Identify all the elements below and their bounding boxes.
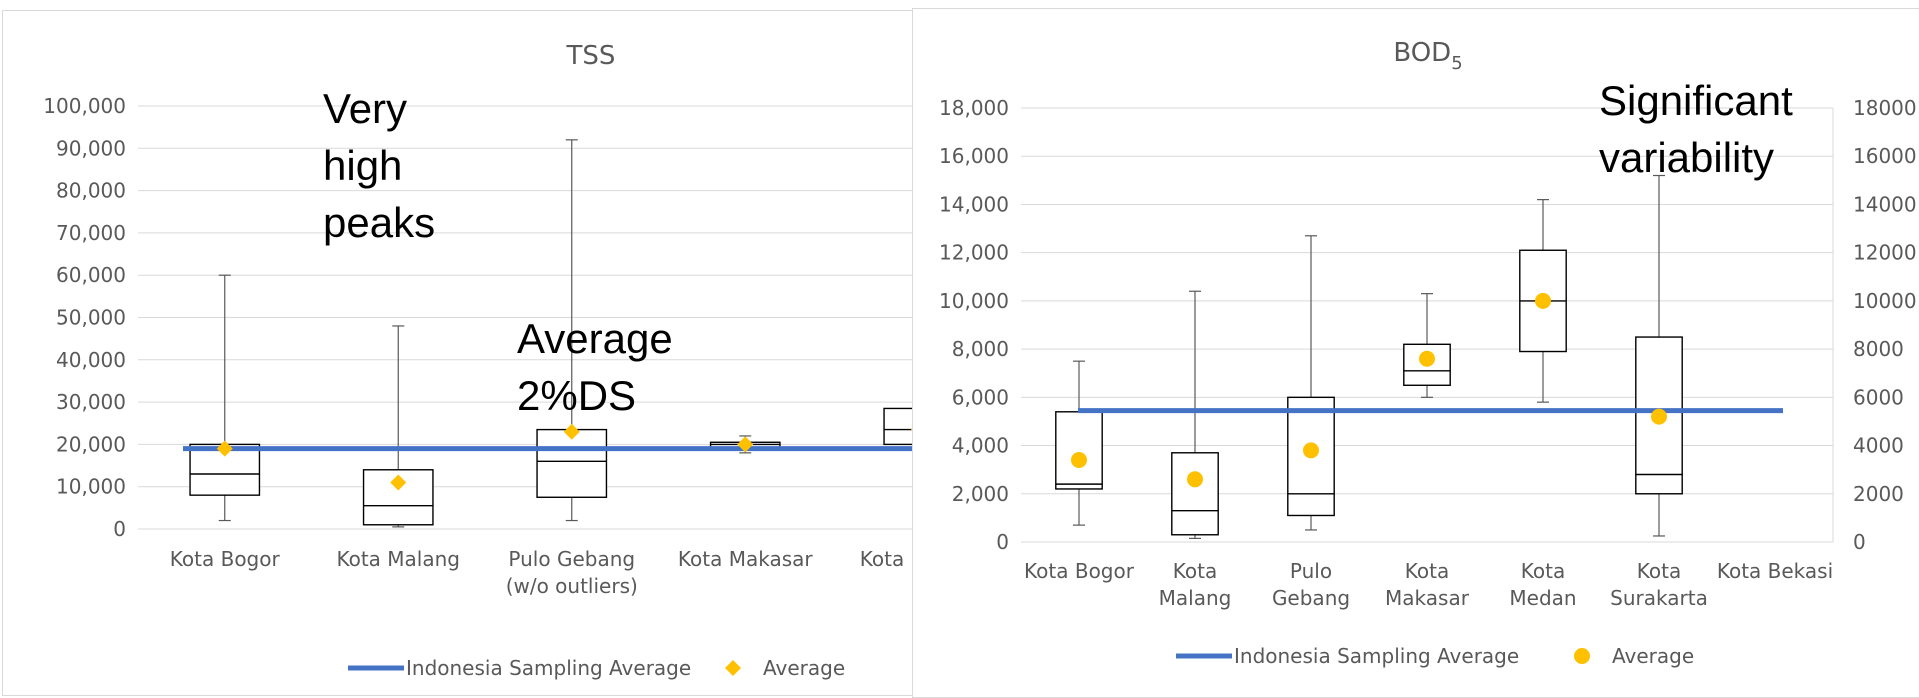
tss-annotation-text: high bbox=[323, 142, 402, 189]
tss-category-label: Kota Bogor bbox=[170, 547, 281, 571]
bod5-y2tick-label: 12000 bbox=[1853, 241, 1917, 265]
bod5-category-label: Gebang bbox=[1272, 586, 1350, 610]
tss-legend-label: Average bbox=[763, 656, 845, 680]
bod5-ytick-label: 16,000 bbox=[939, 144, 1009, 168]
bod5-y2tick-label: 6000 bbox=[1853, 385, 1904, 409]
bod5-category-label: Surakarta bbox=[1610, 586, 1708, 610]
bod5-category-label: Kota bbox=[1521, 559, 1565, 583]
tss-mean-marker bbox=[216, 440, 233, 457]
tss-ytick-label: 30,000 bbox=[56, 390, 126, 414]
bod5-y2tick-label: 2000 bbox=[1853, 482, 1904, 506]
bod5-category-label: Kota bbox=[1637, 559, 1681, 583]
tss-ytick-label: 80,000 bbox=[56, 179, 126, 203]
tss-mean-marker bbox=[390, 474, 407, 491]
tss-ytick-label: 40,000 bbox=[56, 348, 126, 372]
bod5-title: BOD5 bbox=[1393, 38, 1462, 74]
bod5-ytick-label: 0 bbox=[996, 530, 1009, 554]
bod5-mean-marker bbox=[1303, 442, 1319, 459]
bod5-y2tick-label: 18000 bbox=[1853, 96, 1917, 120]
tss-annotation-text: Average bbox=[517, 315, 673, 362]
tss-ytick-label: 100,000 bbox=[43, 94, 126, 118]
bod5-category-label: Kota bbox=[1405, 559, 1449, 583]
tss-title: TSS bbox=[566, 41, 616, 71]
tss-legend-marker-swatch bbox=[725, 660, 741, 676]
bod5-ytick-label: 2,000 bbox=[952, 482, 1009, 506]
bod5-category-label: Kota Bogor bbox=[1024, 559, 1135, 583]
bod5-ytick-label: 8,000 bbox=[952, 337, 1009, 361]
tss-annotation-text: Very bbox=[323, 85, 407, 132]
bod5-y2tick-label: 16000 bbox=[1853, 144, 1917, 168]
bod5-ytick-label: 6,000 bbox=[952, 385, 1009, 409]
bod5-chart-panel: BOD5 0 0 2,000 2000 4,000 4000 6,000 6000 8,000 80… bbox=[912, 8, 1919, 698]
tss-mean-marker bbox=[737, 436, 754, 453]
tss-category-label: Kota Malang bbox=[336, 547, 460, 571]
tss-legend-label: Indonesia Sampling Average bbox=[406, 656, 691, 680]
bod5-ytick-label: 10,000 bbox=[939, 289, 1009, 313]
bod5-ytick-label: 14,000 bbox=[939, 192, 1009, 216]
bod5-category-label: Malang bbox=[1159, 586, 1232, 610]
bod5-box bbox=[1055, 411, 1103, 490]
bod5-y2tick-label: 0 bbox=[1853, 530, 1866, 554]
bod5-legend-label: Average bbox=[1612, 644, 1694, 668]
tss-category-label: (w/o outliers) bbox=[506, 574, 638, 598]
tss-category-label: Kota Makasar bbox=[678, 547, 813, 571]
bod5-ytick-label: 12,000 bbox=[939, 241, 1009, 265]
bod5-category-label: Medan bbox=[1509, 586, 1576, 610]
bod5-legend-marker-swatch bbox=[1574, 648, 1590, 664]
tss-category-label: Pulo Gebang bbox=[508, 547, 635, 571]
tss-ytick-label: 0 bbox=[113, 517, 126, 541]
bod5-chart: BOD5 0 0 2,000 2000 4,000 4000 6,000 6000 8,000 80… bbox=[939, 38, 1917, 668]
bod5-category-label: Kota bbox=[1173, 559, 1217, 583]
bod5-mean-marker bbox=[1535, 292, 1551, 309]
tss-ytick-label: 10,000 bbox=[56, 475, 126, 499]
tss-annotation-text: 2%DS bbox=[517, 372, 636, 419]
bod5-box bbox=[1171, 452, 1219, 536]
tss-ytick-label: 60,000 bbox=[56, 263, 126, 287]
bod5-y2tick-label: 8000 bbox=[1853, 337, 1904, 361]
bod5-y2tick-label: 10000 bbox=[1853, 289, 1917, 313]
bod5-annotation-text: variability bbox=[1599, 134, 1774, 181]
bod5-mean-marker bbox=[1187, 471, 1203, 488]
tss-ytick-label: 50,000 bbox=[56, 306, 126, 330]
tss-ytick-label: 20,000 bbox=[56, 432, 126, 456]
bod5-annotation-text: Significant bbox=[1599, 77, 1793, 124]
bod5-title-subscript: 5 bbox=[1451, 53, 1462, 74]
bod5-category-label: Kota Bekasi bbox=[1717, 559, 1833, 583]
tss-annotation-text: peaks bbox=[323, 199, 435, 246]
bod5-ytick-label: 4,000 bbox=[952, 434, 1009, 458]
bod5-ytick-label: 18,000 bbox=[939, 96, 1009, 120]
bod5-category-label: Makasar bbox=[1385, 586, 1470, 610]
tss-mean-marker bbox=[563, 423, 580, 440]
bod5-y2tick-label: 4000 bbox=[1853, 434, 1904, 458]
tss-ytick-label: 90,000 bbox=[56, 136, 126, 160]
bod5-category-label: Pulo bbox=[1290, 559, 1332, 583]
bod5-mean-marker bbox=[1419, 350, 1435, 367]
bod5-mean-marker bbox=[1071, 452, 1087, 469]
bod5-legend-label: Indonesia Sampling Average bbox=[1234, 644, 1519, 668]
bod5-mean-marker bbox=[1651, 408, 1667, 425]
bod5-y2tick-label: 14000 bbox=[1853, 192, 1917, 216]
tss-box bbox=[536, 428, 608, 498]
tss-ytick-label: 70,000 bbox=[56, 221, 126, 245]
